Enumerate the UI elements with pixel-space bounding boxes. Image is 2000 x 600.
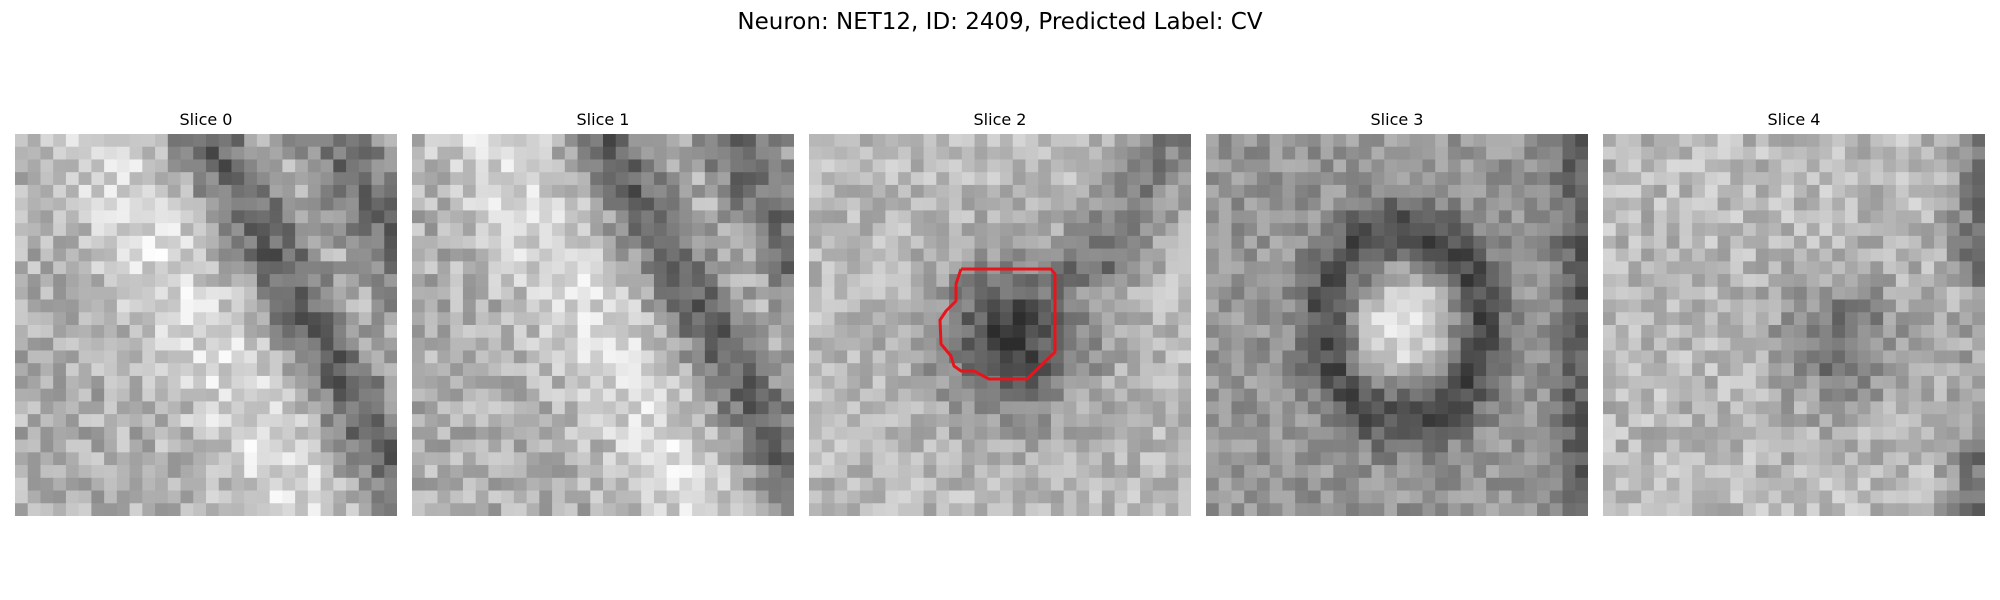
panel-title: Slice 2 [973,110,1027,129]
slice-4-image [1603,134,1985,516]
panel-title: Slice 0 [179,110,233,129]
panel-title: Slice 4 [1767,110,1821,129]
panel-slice-2: Slice 2 [809,110,1191,516]
slice-1-image [412,134,794,516]
slice-2-image [809,134,1191,516]
panel-slice-4: Slice 4 [1603,110,1985,516]
figure-title: Neuron: NET12, ID: 2409, Predicted Label… [737,9,1263,35]
segmentation-outline [938,267,1057,381]
panel-slice-0: Slice 0 [15,110,397,516]
slice-0-image [15,134,397,516]
panel-slice-3: Slice 3 [1206,110,1588,516]
panel-title: Slice 1 [576,110,630,129]
panel-title: Slice 3 [1370,110,1424,129]
slice-3-image [1206,134,1588,516]
panel-slice-1: Slice 1 [412,110,794,516]
